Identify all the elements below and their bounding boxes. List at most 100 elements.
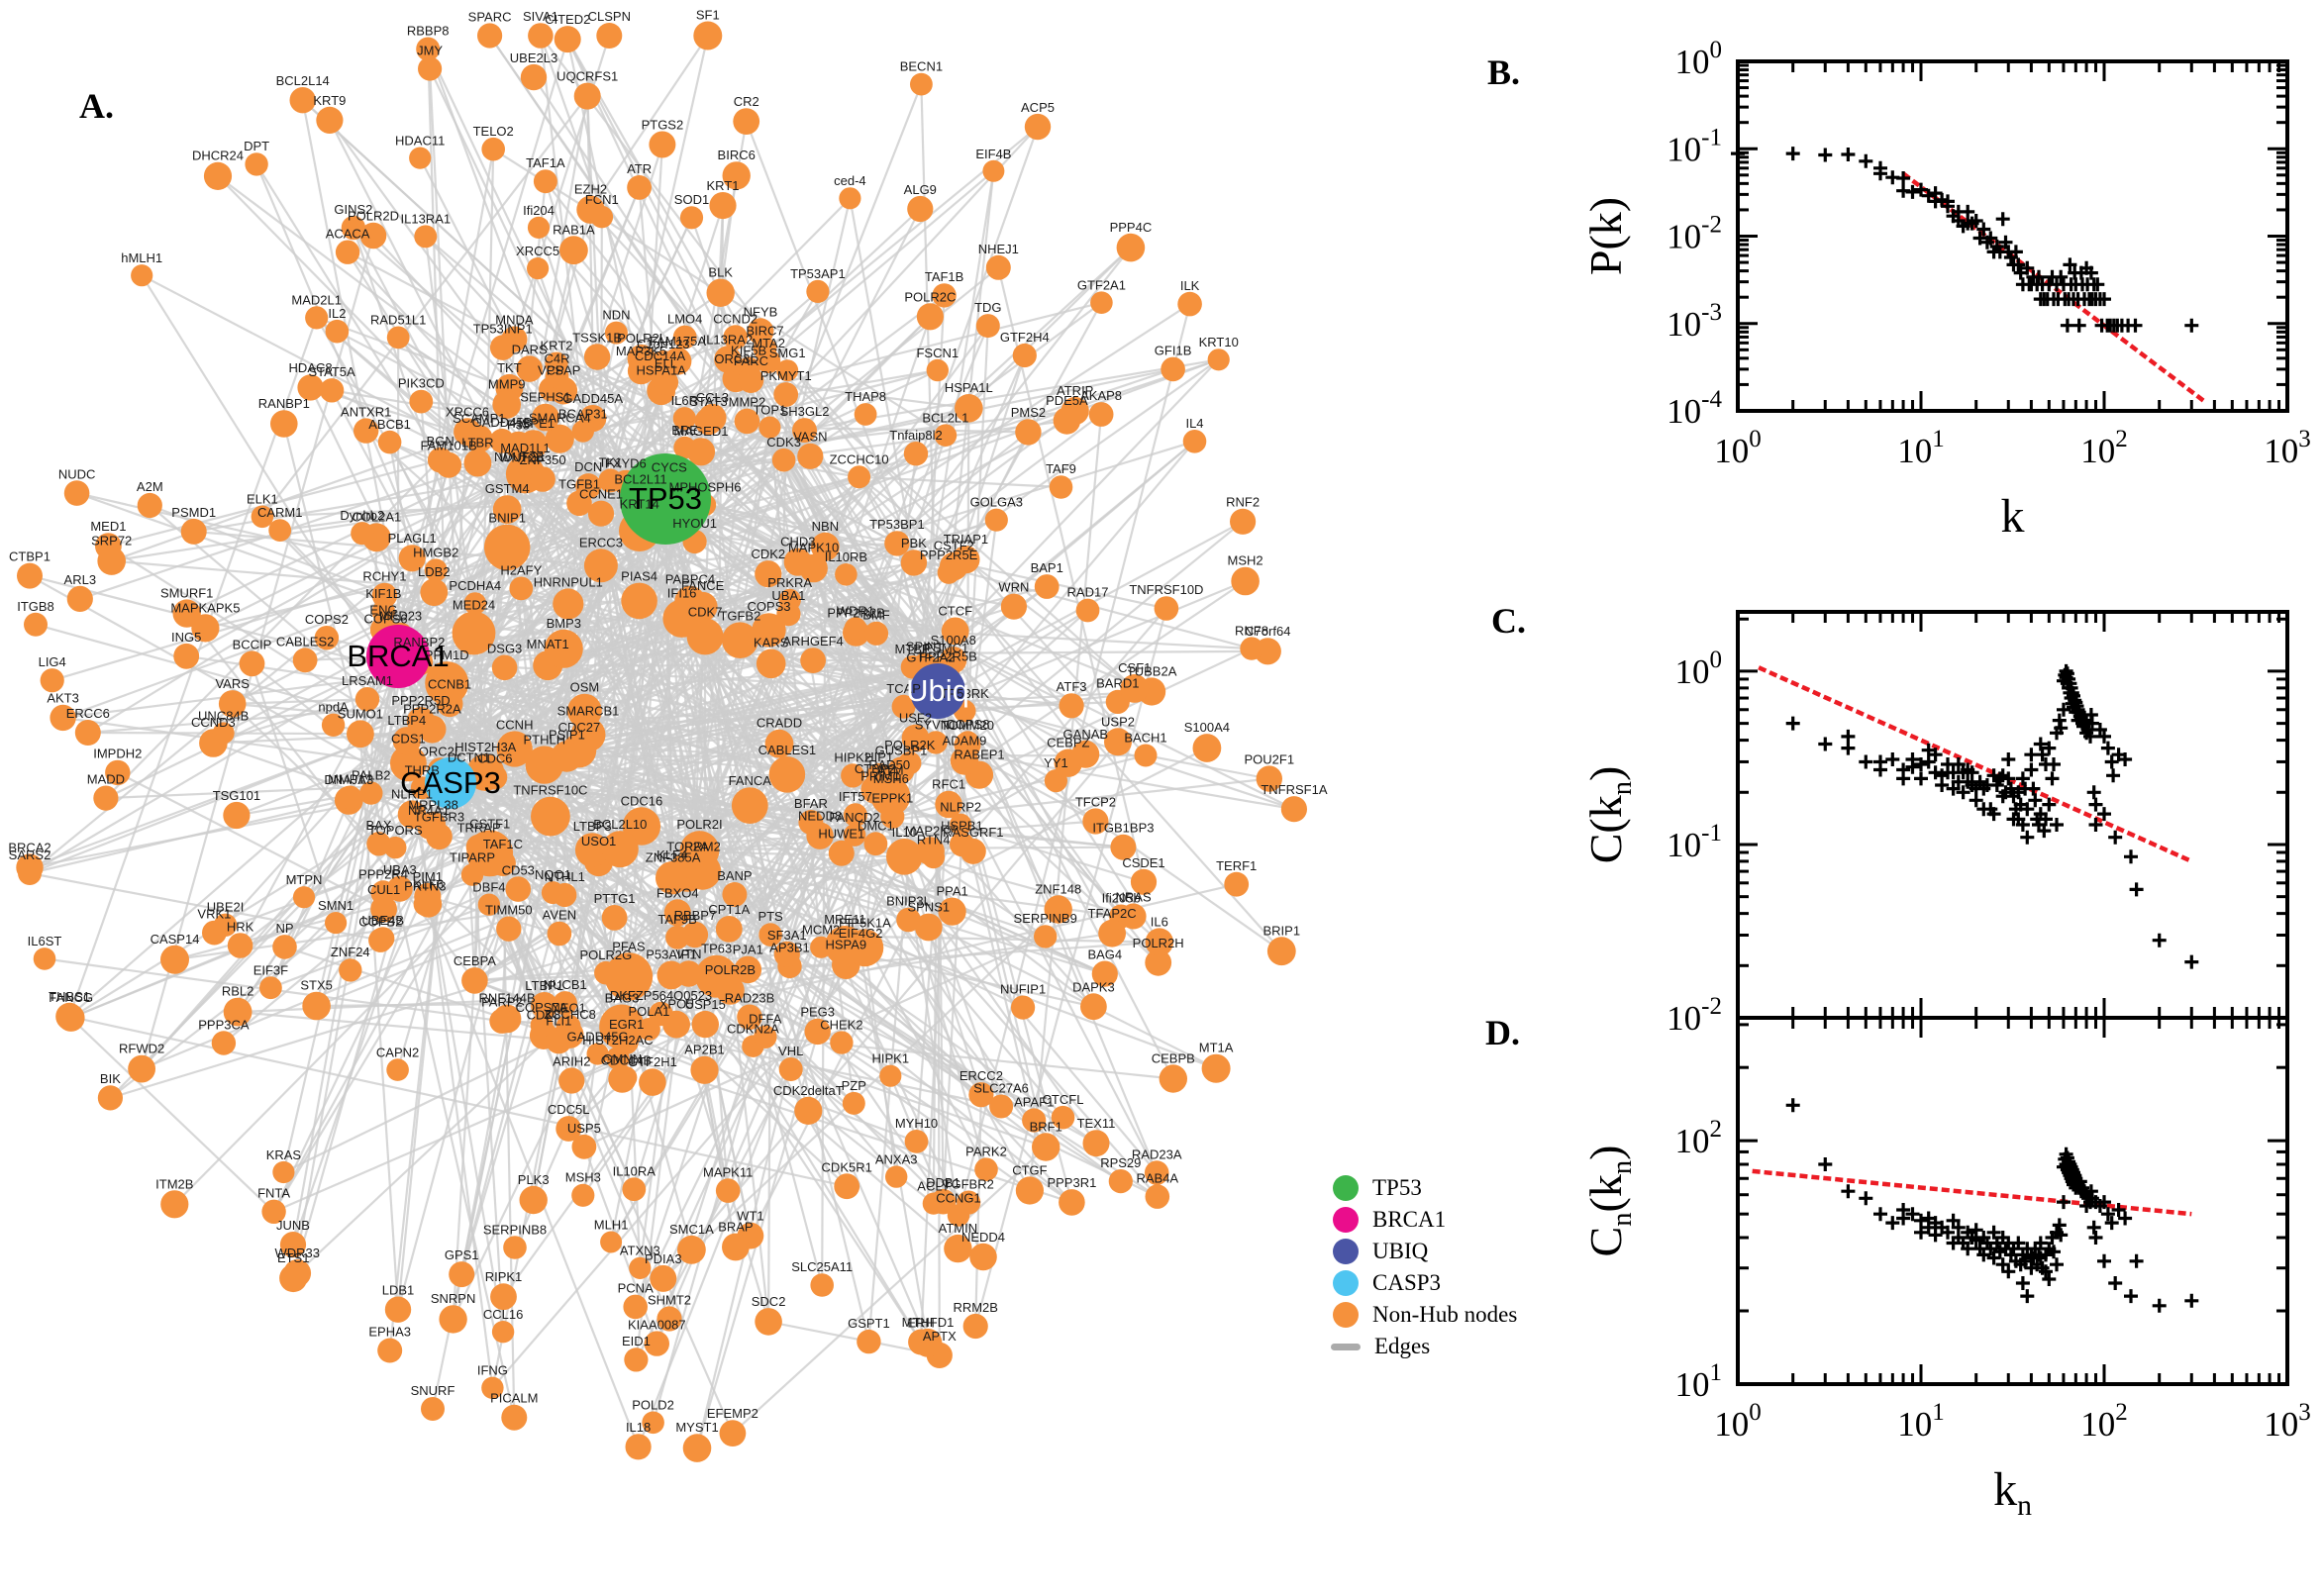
network-edge bbox=[232, 702, 422, 723]
network-node-label: BLK bbox=[708, 265, 733, 280]
network-node bbox=[553, 588, 584, 620]
network-node-label: WNT2B bbox=[499, 450, 545, 465]
network-node-label: CCND3 bbox=[191, 715, 236, 730]
network-node bbox=[922, 1192, 945, 1215]
network-node bbox=[1134, 744, 1158, 767]
network-node-label: RTN4 bbox=[917, 832, 951, 847]
network-node-label: SCAMP1 bbox=[453, 411, 505, 426]
network-node bbox=[465, 834, 492, 860]
network-node-label: IL6 bbox=[1151, 914, 1168, 929]
network-node bbox=[686, 438, 716, 466]
network-node bbox=[370, 895, 397, 923]
network-node-label: KLF4 bbox=[656, 848, 687, 862]
legend-item-label: CASP3 bbox=[1372, 1270, 1442, 1295]
network-node-label: BMF bbox=[862, 608, 890, 623]
network-node bbox=[319, 378, 345, 403]
network-node bbox=[519, 1185, 548, 1215]
network-node-label: RNF8 bbox=[1235, 624, 1268, 639]
network-node bbox=[302, 991, 331, 1021]
network-edge bbox=[62, 716, 441, 772]
network-node bbox=[675, 960, 702, 987]
network-node bbox=[1022, 1108, 1047, 1133]
network-node bbox=[427, 447, 454, 473]
network-node bbox=[223, 801, 251, 830]
network-edge bbox=[425, 236, 815, 569]
network-node-label: YY1 bbox=[1044, 755, 1068, 770]
network-node bbox=[341, 215, 366, 241]
network-edge bbox=[733, 894, 930, 1344]
network-edge bbox=[663, 498, 788, 955]
network-node-label: NUDC bbox=[58, 466, 96, 481]
network-node bbox=[339, 958, 362, 982]
network-node-label: PSMD1 bbox=[171, 505, 216, 520]
network-node-label: A2M bbox=[137, 479, 163, 494]
network-node bbox=[590, 205, 614, 229]
network-node bbox=[755, 560, 782, 588]
network-node bbox=[272, 1160, 295, 1184]
network-node bbox=[642, 1411, 664, 1435]
network-node-label: TP53AP1 bbox=[790, 266, 846, 281]
network-node-label: Tnfaip8l2 bbox=[889, 428, 942, 443]
network-node bbox=[321, 713, 346, 737]
network-edge bbox=[855, 543, 898, 630]
network-node-label: PSMC1 bbox=[925, 641, 969, 655]
network-node-label: TERF1 bbox=[1216, 858, 1257, 873]
network-node-label: GADD45B bbox=[472, 415, 533, 430]
network-node bbox=[541, 881, 564, 905]
network-edge bbox=[502, 862, 935, 1205]
network-node bbox=[1015, 1176, 1044, 1205]
network-node-label: SLC25A11 bbox=[791, 1259, 853, 1274]
network-node-label: IL18 bbox=[626, 1420, 651, 1435]
network-node bbox=[1230, 508, 1257, 535]
network-node bbox=[421, 1397, 445, 1421]
network-node bbox=[1053, 407, 1081, 435]
network-node bbox=[520, 63, 548, 91]
network-node-label: SNRPN bbox=[431, 1291, 476, 1306]
network-node-label: ZNF148 bbox=[1035, 881, 1081, 896]
network-node bbox=[857, 1329, 881, 1354]
network-node bbox=[896, 907, 921, 933]
network-node-label: BACH1 bbox=[1124, 731, 1166, 746]
network-node bbox=[682, 1434, 712, 1462]
network-node-label: WDR33 bbox=[274, 1246, 320, 1260]
network-node bbox=[137, 492, 162, 519]
network-node-label: DMC1 bbox=[858, 818, 894, 833]
network-node bbox=[969, 1243, 997, 1271]
network-node bbox=[418, 56, 443, 81]
network-node bbox=[1034, 925, 1058, 948]
network-node-label: MED24 bbox=[453, 598, 495, 613]
network-node-label: XRCC6 bbox=[446, 404, 489, 419]
fit-line bbox=[1758, 665, 2193, 863]
network-node bbox=[530, 1014, 554, 1037]
network-node bbox=[722, 882, 748, 907]
network-node-label: TP63 bbox=[701, 942, 732, 956]
network-node bbox=[556, 1014, 581, 1040]
network-node bbox=[985, 254, 1011, 280]
network-node bbox=[354, 418, 379, 444]
network-node-label: OSM bbox=[570, 680, 600, 695]
network-node-label: SMURF1 bbox=[160, 585, 213, 600]
network-node bbox=[556, 1116, 582, 1142]
network-node-label: ZNF350 bbox=[520, 452, 566, 467]
network-node-label: VTN bbox=[676, 947, 702, 961]
network-edge bbox=[29, 498, 666, 874]
network-node bbox=[1207, 349, 1230, 371]
network-edge bbox=[694, 541, 939, 692]
network-node-label: NDN bbox=[602, 308, 630, 323]
network-node-label: SNURF bbox=[411, 1383, 455, 1398]
network-node-label: CASP14 bbox=[151, 932, 200, 947]
network-node-label: SPARC bbox=[468, 9, 512, 24]
network-node-label: FBXO4 bbox=[656, 885, 699, 900]
axis-tick-label: 10-4 bbox=[1666, 386, 1722, 431]
network-node bbox=[371, 927, 395, 950]
network-node bbox=[508, 463, 536, 491]
network-node bbox=[1144, 1160, 1169, 1185]
network-node-label: BRF1 bbox=[1030, 1119, 1062, 1134]
network-node-label: CABLES2 bbox=[276, 634, 335, 648]
network-node bbox=[916, 303, 945, 331]
network-node-label: TOPORS bbox=[368, 823, 423, 838]
network-node-label: BMP3 bbox=[547, 616, 581, 631]
network-node bbox=[354, 687, 380, 712]
network-node-label: POLR2G bbox=[580, 948, 633, 962]
network-node bbox=[128, 1054, 156, 1083]
